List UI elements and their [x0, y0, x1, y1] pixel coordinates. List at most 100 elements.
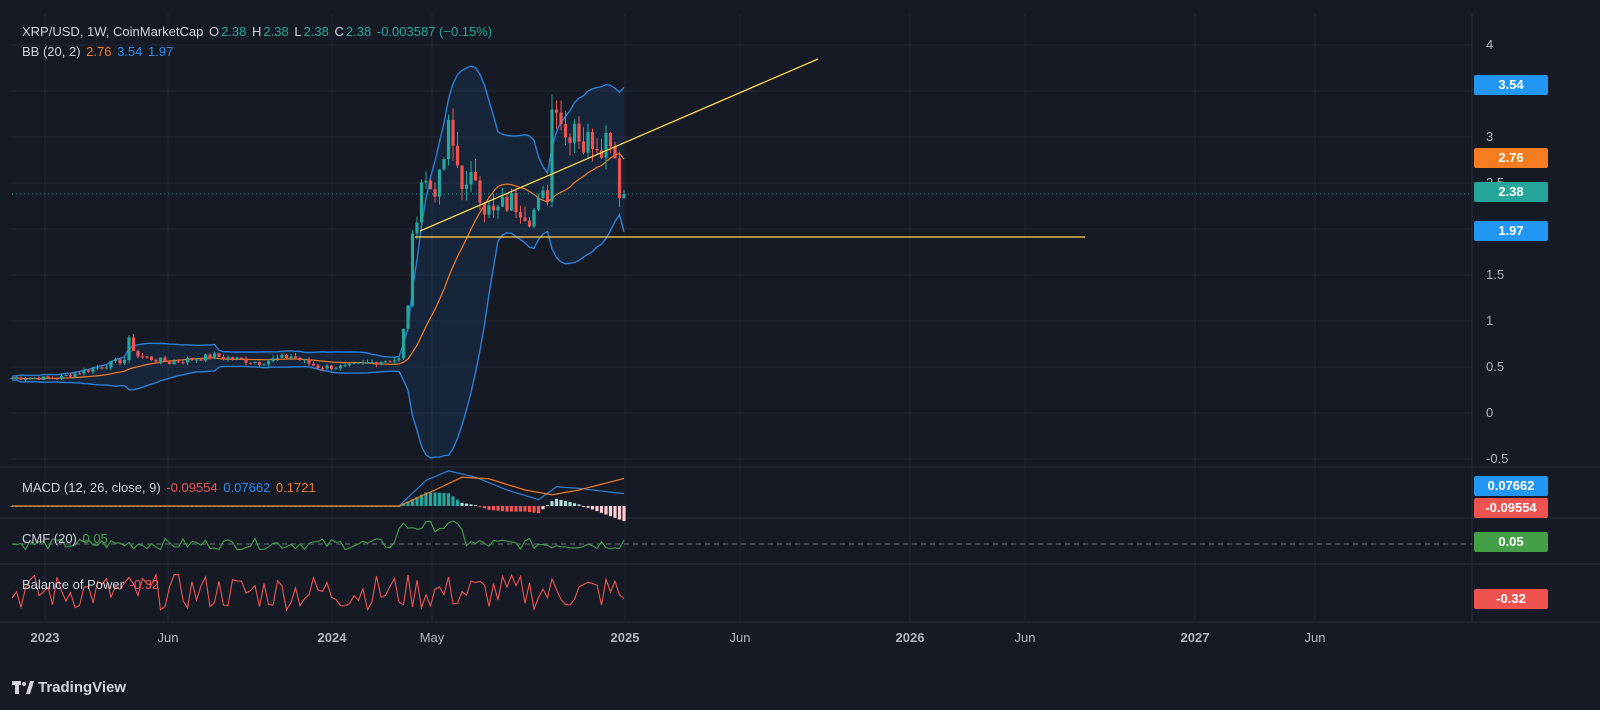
candle-body — [109, 360, 113, 368]
macd-histogram-bar — [424, 492, 428, 506]
candle-body — [41, 376, 46, 380]
macd-histogram-bar — [532, 506, 536, 513]
candle-body — [500, 196, 505, 207]
y-tick-label: 3 — [1486, 129, 1493, 144]
candle-body — [599, 150, 604, 158]
bb-lower-value: 1.97 — [148, 44, 174, 59]
price-label-macd-hist: -0.09554 — [1474, 498, 1548, 518]
low-label: L — [294, 24, 302, 39]
price-label-last: 2.38 — [1474, 182, 1548, 202]
y-tick-label: 0.5 — [1486, 359, 1504, 374]
macd-histogram-bar — [550, 501, 554, 506]
candle-body — [563, 124, 568, 138]
candle-body — [262, 364, 266, 366]
macd-histogram-bar — [437, 492, 442, 506]
price-label-bb-lower: 1.97 — [1474, 221, 1548, 241]
bb-label: BB (20, 2) — [22, 44, 81, 59]
x-tick-label: 2027 — [1181, 630, 1210, 645]
candle-body — [158, 357, 163, 362]
macd-value: 0.07662 — [223, 480, 271, 495]
candle-body — [86, 370, 91, 372]
x-tick-label: Jun — [158, 630, 179, 645]
candle-body — [550, 109, 554, 202]
candle-body — [185, 358, 190, 363]
high-value: 2.38 — [263, 24, 289, 39]
macd-histogram-bar — [554, 498, 559, 506]
bb-upper-value: 3.54 — [117, 44, 143, 59]
candle-body — [545, 190, 550, 202]
candle-body — [320, 368, 325, 370]
candle-body — [149, 356, 154, 361]
bop-label: Balance of Power — [22, 577, 124, 592]
candle-body — [433, 189, 437, 197]
macd-histogram-bar — [622, 506, 626, 522]
macd-histogram-bar — [577, 504, 581, 506]
candle-body — [302, 359, 307, 361]
candle-body — [163, 357, 167, 362]
candle-body — [32, 378, 37, 380]
macd-histogram-bar — [491, 506, 496, 511]
macd-histogram-bar — [451, 496, 455, 506]
candle-body — [82, 370, 86, 374]
candle-body — [176, 361, 181, 363]
macd-histogram-bar — [496, 506, 500, 511]
bb-legend: BB (20, 2) 2.76 3.54 1.97 — [22, 44, 175, 59]
cmf-legend: CMF (20) 0.05 — [22, 531, 110, 546]
x-tick-label: May — [420, 630, 445, 645]
candle-body — [482, 202, 487, 215]
candle-body — [442, 159, 446, 170]
y-tick-label: 0 — [1486, 405, 1493, 420]
candle-body — [586, 132, 590, 153]
candle-body — [280, 354, 284, 358]
candle-body — [91, 368, 95, 372]
macd-histogram-bar — [487, 506, 491, 510]
bop-line — [11, 572, 625, 612]
candle-body — [19, 377, 23, 380]
macd-histogram-bar — [617, 506, 622, 520]
candle-body — [338, 365, 343, 369]
candle-body — [532, 209, 536, 227]
candle-body — [509, 193, 514, 211]
candle-body — [415, 222, 419, 234]
candle-body — [365, 362, 370, 364]
candle-body — [460, 165, 464, 189]
candle-body — [554, 109, 559, 113]
candle-body — [577, 123, 581, 142]
macd-histogram-bar — [613, 506, 617, 518]
macd-hist-value: -0.09554 — [166, 480, 218, 495]
candle-body — [248, 362, 253, 364]
candle-body — [221, 356, 226, 360]
candle-body — [50, 377, 55, 379]
candle-body — [104, 367, 109, 369]
candle-body — [464, 184, 469, 189]
candle-body — [541, 190, 545, 198]
candle-body — [568, 137, 572, 143]
candle-body — [622, 194, 626, 199]
macd-histogram-bar — [415, 496, 419, 506]
candle-body — [392, 360, 397, 362]
candle-body — [118, 359, 122, 364]
macd-histogram-bar — [514, 506, 518, 512]
candle-body — [167, 361, 172, 365]
candle-body — [289, 356, 293, 359]
candle-body — [131, 337, 136, 352]
candle-body — [298, 357, 302, 361]
macd-legend: MACD (12, 26, close, 9) -0.09554 0.07662… — [22, 480, 318, 495]
tradingview-logo[interactable]: TradingView — [12, 679, 126, 696]
candle-body — [617, 158, 622, 199]
candle-body — [311, 363, 316, 366]
y-tick-label: -0.5 — [1486, 451, 1508, 466]
macd-histogram-bar — [509, 506, 514, 512]
macd-histogram-bar — [568, 502, 572, 506]
candle-body — [379, 362, 383, 365]
macd-histogram-bar — [559, 499, 563, 506]
candle-body — [266, 361, 271, 365]
candle-body — [113, 359, 118, 361]
symbol-title: XRP/USD, 1W, CoinMarketCap — [22, 24, 204, 39]
candle-body — [127, 337, 131, 360]
candle-body — [419, 182, 424, 223]
candle-body — [487, 205, 491, 215]
candle-body — [374, 362, 379, 365]
